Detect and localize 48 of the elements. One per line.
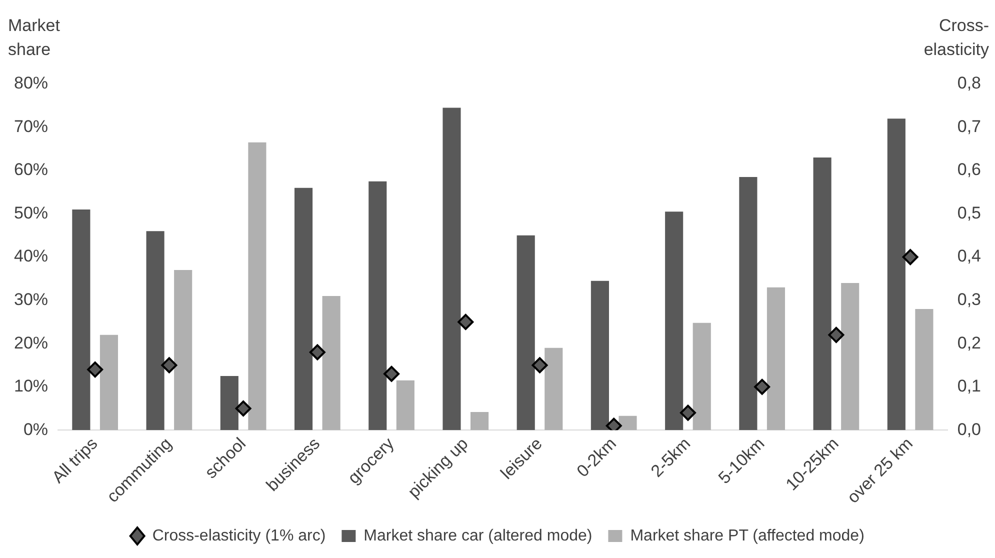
bar <box>766 287 786 430</box>
y2-tick-label: 0,0 <box>957 420 982 439</box>
y-tick-label: 80% <box>14 74 48 93</box>
point <box>532 357 548 374</box>
point <box>828 326 844 343</box>
y2-tick-label: 0,7 <box>957 116 982 136</box>
y-tick-label: 20% <box>14 333 48 352</box>
y-axis-title: Market share <box>8 15 61 61</box>
bar <box>100 334 118 430</box>
y2-tick-label: 0,2 <box>957 333 982 352</box>
y-tick-label: 10% <box>14 376 48 396</box>
point <box>235 400 252 416</box>
bar <box>248 142 266 430</box>
y2-tick-label: 0,1 <box>957 376 982 396</box>
point <box>902 249 918 266</box>
legend-label: Market share PT (affected mode) <box>630 527 864 544</box>
x-tick-label: All trips <box>48 434 102 487</box>
point <box>680 404 696 421</box>
y2-tick-label: 0,3 <box>957 290 982 310</box>
point <box>309 344 326 360</box>
point <box>384 366 400 382</box>
legend-label: Market share car (altered mode) <box>364 527 592 544</box>
bar <box>396 380 414 430</box>
point <box>87 362 104 378</box>
y-tick-label: 70% <box>14 116 48 136</box>
bar <box>841 283 860 430</box>
bar <box>915 308 934 430</box>
y-tick-label: 60% <box>14 160 48 180</box>
y-tick-label: 50% <box>14 203 48 222</box>
bar <box>544 348 563 430</box>
y2-tick-label: 0,4 <box>957 246 982 266</box>
y-tick-label: 0% <box>23 420 48 439</box>
point <box>458 314 474 330</box>
y-tick-label: 30% <box>14 290 48 310</box>
bar <box>470 412 489 430</box>
legend-label: Cross-elasticity (1% arc) <box>152 527 326 544</box>
x-tick-label: over 25 km <box>844 434 916 507</box>
point <box>754 378 770 395</box>
y-tick-label: 40% <box>14 246 48 266</box>
bar <box>322 296 340 430</box>
bar <box>618 416 637 430</box>
bar <box>692 322 711 430</box>
y2-tick-label: 0,8 <box>957 74 982 93</box>
point <box>161 357 178 374</box>
y2-tick-label: 0,6 <box>957 160 982 180</box>
y2-tick-label: 0,5 <box>957 203 982 222</box>
bar <box>174 270 192 430</box>
y2-axis-title: Cross-elasticity <box>922 15 989 61</box>
